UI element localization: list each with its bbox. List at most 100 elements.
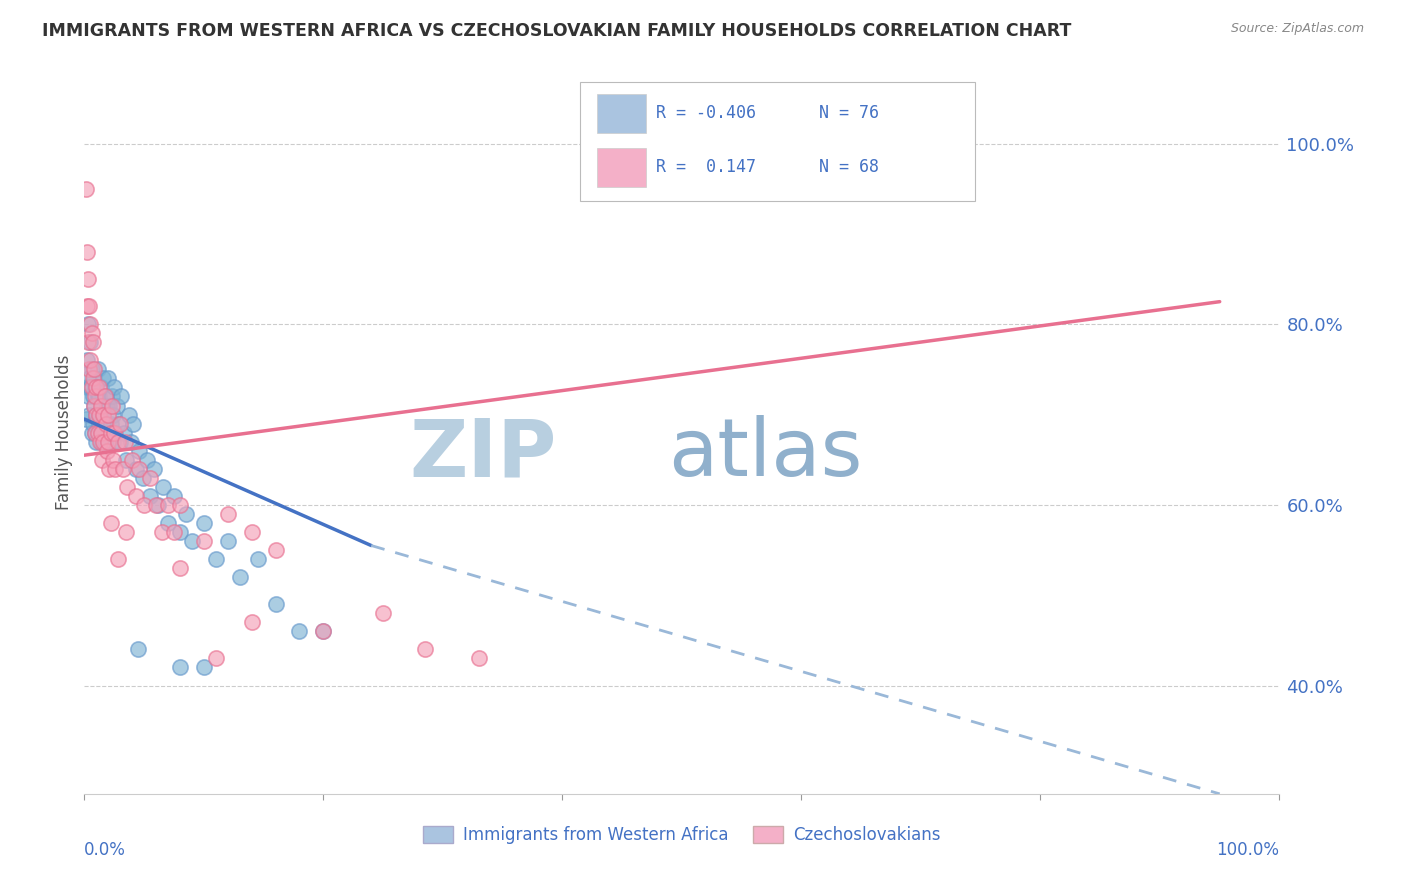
Text: 100.0%: 100.0%	[1216, 841, 1279, 859]
Point	[94, 390, 117, 404]
Point	[76, 380, 98, 394]
Point	[112, 425, 135, 440]
Point	[97, 425, 120, 440]
Point	[117, 408, 139, 422]
Point	[79, 317, 101, 331]
Point	[217, 507, 239, 521]
Point	[79, 380, 101, 394]
Text: IMMIGRANTS FROM WESTERN AFRICA VS CZECHOSLOVAKIAN FAMILY HOUSEHOLDS CORRELATION : IMMIGRANTS FROM WESTERN AFRICA VS CZECHO…	[42, 22, 1071, 40]
Point	[93, 408, 115, 422]
Point	[80, 425, 103, 440]
Point	[97, 434, 120, 449]
Point	[86, 425, 108, 440]
Point	[93, 434, 115, 449]
Point	[91, 399, 114, 413]
Point	[128, 462, 150, 476]
Point	[83, 399, 105, 413]
Point	[82, 335, 104, 350]
Point	[82, 417, 104, 431]
Point	[169, 524, 191, 539]
Point	[104, 462, 127, 476]
Point	[132, 498, 156, 512]
Text: R =  0.147: R = 0.147	[655, 159, 755, 177]
Point	[240, 615, 263, 630]
Point	[193, 660, 215, 674]
Point	[125, 489, 148, 503]
Point	[103, 380, 125, 394]
Point	[468, 651, 491, 665]
Point	[82, 371, 104, 385]
Point	[152, 480, 174, 494]
Point	[86, 408, 108, 422]
Point	[169, 660, 191, 674]
Point	[82, 390, 104, 404]
Point	[205, 651, 228, 665]
Point	[86, 380, 108, 394]
Point	[96, 399, 118, 413]
Point	[77, 335, 100, 350]
Point	[89, 434, 111, 449]
Point	[97, 371, 120, 385]
Point	[264, 597, 287, 611]
Point	[104, 425, 127, 440]
Point	[193, 533, 215, 548]
Point	[174, 507, 197, 521]
Point	[91, 425, 114, 440]
Point	[229, 570, 252, 584]
Point	[127, 642, 149, 657]
Point	[246, 552, 269, 566]
Point	[101, 434, 124, 449]
Point	[77, 317, 100, 331]
Point	[101, 452, 124, 467]
Point	[111, 462, 134, 476]
Point	[288, 624, 311, 639]
Point	[80, 380, 103, 394]
Point	[145, 498, 167, 512]
Point	[77, 299, 100, 313]
Point	[135, 452, 157, 467]
Point	[89, 408, 111, 422]
Point	[101, 408, 124, 422]
Point	[80, 362, 103, 376]
Point	[100, 425, 122, 440]
Point	[181, 533, 204, 548]
Point	[101, 399, 124, 413]
Point	[132, 471, 155, 485]
Point	[77, 390, 100, 404]
Point	[86, 408, 108, 422]
Point	[87, 390, 110, 404]
Text: 0.0%: 0.0%	[84, 841, 127, 859]
Point	[91, 452, 114, 467]
Text: atlas: atlas	[668, 416, 863, 493]
Point	[98, 462, 121, 476]
Point	[90, 425, 112, 440]
Point	[80, 326, 103, 341]
Point	[110, 434, 132, 449]
Text: N = 68: N = 68	[820, 159, 879, 177]
Point	[76, 244, 98, 259]
Point	[413, 642, 436, 657]
Point	[93, 408, 115, 422]
Point	[90, 380, 112, 394]
Point	[84, 425, 107, 440]
Point	[139, 489, 162, 503]
Point	[84, 380, 107, 394]
Point	[107, 434, 129, 449]
Point	[79, 353, 101, 368]
Point	[114, 434, 136, 449]
Text: N = 76: N = 76	[820, 104, 879, 122]
Point	[150, 524, 173, 539]
Point	[77, 371, 100, 385]
Point	[105, 399, 128, 413]
FancyBboxPatch shape	[581, 82, 974, 202]
Point	[76, 299, 98, 313]
Point	[103, 425, 125, 440]
Point	[240, 524, 263, 539]
Point	[100, 516, 122, 530]
Point	[90, 399, 112, 413]
Point	[205, 552, 228, 566]
Point	[76, 353, 98, 368]
Point	[83, 362, 105, 376]
Point	[86, 362, 108, 376]
Point	[312, 624, 335, 639]
